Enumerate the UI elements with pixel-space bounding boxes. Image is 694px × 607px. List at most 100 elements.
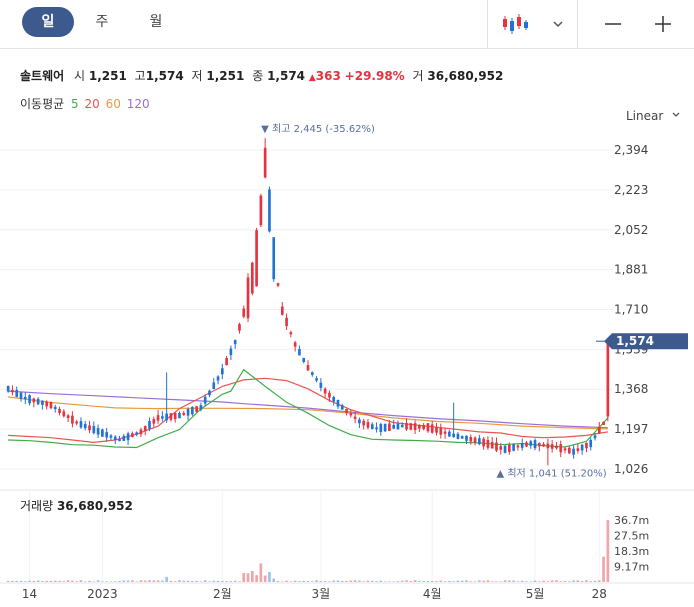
candle-body	[259, 195, 263, 226]
volume-bar	[345, 580, 348, 582]
candle-body	[118, 439, 121, 441]
price-tick-label: 1,026	[614, 462, 648, 476]
volume-bar	[161, 580, 164, 582]
candle-body	[602, 421, 605, 425]
scale-selector[interactable]: Linear	[626, 109, 681, 123]
volume-bar	[323, 581, 327, 582]
time-tick-label: 3월	[312, 587, 331, 601]
candle-body	[495, 442, 498, 451]
volume-bar	[375, 581, 378, 582]
ma60-line	[8, 396, 608, 430]
candle-body	[32, 398, 36, 403]
chevron-down-icon	[672, 112, 680, 117]
volume-bar	[340, 580, 344, 582]
candle-body	[597, 426, 601, 434]
candle-body	[332, 396, 336, 402]
candle-body	[426, 423, 430, 432]
candle-body	[71, 415, 74, 424]
volume-bar	[452, 581, 455, 582]
volume-bar	[289, 581, 293, 582]
volume-bar	[465, 580, 468, 582]
volume-bar	[96, 580, 100, 582]
volume-tick-label: 36.7m	[614, 514, 649, 527]
candle-body	[28, 395, 31, 404]
volume-bar	[148, 580, 151, 582]
volume-bar	[75, 581, 79, 582]
candle-body	[593, 435, 597, 439]
candle-body	[143, 426, 147, 431]
candle-body	[182, 412, 186, 415]
volume-bar	[413, 580, 417, 582]
candle-body	[375, 427, 378, 430]
ma120-line	[8, 390, 608, 429]
candle-body	[208, 390, 211, 396]
candle-body	[36, 398, 40, 405]
ma-5: 5	[71, 97, 79, 111]
candle-body	[173, 412, 177, 420]
volume-bar	[41, 581, 44, 582]
volume-bar	[473, 581, 477, 582]
candle-body	[550, 444, 554, 449]
price-tick-label: 2,223	[614, 183, 648, 197]
candle-body	[508, 444, 511, 452]
volume-bar	[233, 580, 237, 582]
volume-bar	[435, 581, 438, 582]
candle-body	[383, 423, 387, 432]
volume-bar	[105, 581, 108, 582]
scale-label: Linear	[626, 109, 664, 123]
candle-body	[460, 436, 464, 439]
candle-body	[250, 262, 254, 294]
time-tick-label: 28	[592, 587, 607, 601]
volume-bar	[280, 581, 284, 582]
volume-bar	[298, 581, 301, 582]
volume-bar	[555, 580, 558, 582]
time-tick-label: 5월	[526, 587, 545, 601]
candle-body	[139, 429, 143, 435]
volume-bar	[593, 580, 597, 582]
volume-bar	[165, 576, 168, 582]
candle-body	[203, 396, 207, 404]
volume-bar	[173, 581, 177, 582]
volume-bar	[589, 581, 593, 582]
candle-body	[585, 442, 588, 449]
volume-bar	[11, 580, 14, 582]
volume-bar	[28, 580, 31, 582]
candle-body	[520, 443, 524, 448]
candle-body	[328, 392, 331, 398]
volume-bar	[216, 580, 220, 582]
volume-bar	[392, 581, 396, 582]
candle-body	[555, 445, 558, 449]
volume-bar	[169, 580, 173, 582]
change-arrow: ▲	[308, 73, 316, 83]
tab-daily[interactable]: 일	[22, 7, 74, 37]
volume-bar	[285, 580, 288, 582]
zoom-in-button[interactable]	[640, 0, 686, 48]
candle-body	[563, 448, 567, 451]
zoom-out-button[interactable]	[590, 0, 636, 48]
tab-weekly[interactable]: 주	[95, 14, 109, 30]
volume-bar	[349, 580, 353, 582]
volume-bar	[439, 580, 443, 582]
candle-body	[349, 413, 353, 416]
candle-body	[105, 432, 108, 438]
tab-monthly[interactable]: 월	[149, 14, 163, 30]
volume-bar	[191, 580, 194, 582]
candle-body	[486, 440, 490, 448]
open-value: 1,251	[88, 69, 127, 83]
price-tick-label: 1,368	[614, 382, 648, 396]
volume-bar	[388, 581, 391, 582]
volume-bar	[482, 580, 485, 582]
volume-bar	[156, 580, 160, 582]
chart-type-selector[interactable]	[490, 0, 576, 48]
stock-info-bar: 솔트웨어 시 1,251 고1,574 저 1,251 종 1,574 ▲363…	[20, 67, 503, 84]
candle-body	[482, 438, 485, 447]
candle-body	[533, 440, 537, 449]
volume-bar	[319, 581, 323, 582]
volume-bar	[383, 581, 387, 582]
close-label: 종	[252, 69, 264, 83]
volume-bar	[512, 580, 515, 582]
candle-body	[23, 396, 27, 400]
volume-bar	[152, 580, 156, 582]
candle-body	[443, 431, 447, 434]
